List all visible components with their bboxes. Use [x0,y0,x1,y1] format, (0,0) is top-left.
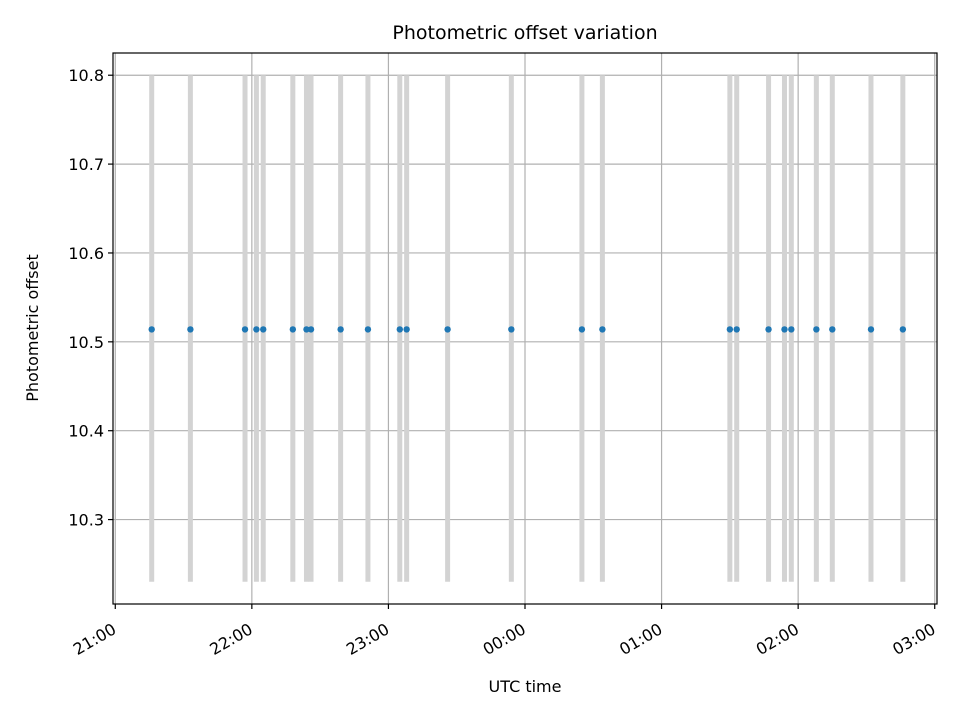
data-point [508,326,515,333]
data-point [260,326,267,333]
x-tick-label: 21:00 [70,619,119,659]
x-tick-label: 03:00 [889,619,938,659]
y-tick-label: 10.7 [68,155,104,174]
y-tick-label: 10.6 [68,244,104,263]
data-point [829,326,836,333]
data-point [781,326,788,333]
data-point [788,326,795,333]
data-point [899,326,907,333]
data-point [307,326,315,333]
data-point [444,326,451,333]
x-tick-label: 02:00 [753,619,802,659]
data-point [289,326,297,333]
data-point [813,326,820,333]
data-point [733,326,740,333]
grid [113,53,937,604]
x-tick-label: 01:00 [616,619,665,659]
data-point [867,326,875,333]
x-tick-label: 00:00 [480,619,529,659]
data-point [726,326,734,333]
y-tick-label: 10.8 [68,66,104,85]
data-point [241,326,249,333]
y-axis-ticks: 10.3 10.4 10.5 10.6 10.7 10.8 [68,66,113,530]
data-point [765,326,772,333]
data-point [403,326,410,333]
data-point [187,326,194,333]
data-point [578,326,586,333]
data-point [599,326,606,333]
y-tick-label: 10.5 [68,333,104,352]
data-point [148,326,155,333]
data-points [148,326,907,333]
y-tick-label: 10.3 [68,511,104,530]
x-axis-label: UTC time [489,677,562,696]
data-point [396,326,404,333]
data-point [364,326,372,333]
x-tick-label: 22:00 [206,619,255,659]
data-point [253,326,260,333]
y-tick-label: 10.4 [68,422,104,441]
x-axis-ticks: 21:00 22:00 23:00 00:00 01:00 02:00 03:00 [70,604,939,659]
data-point [303,326,310,333]
y-axis-label: Photometric offset [23,254,42,402]
chart-title: Photometric offset variation [392,22,657,44]
data-point [337,326,344,333]
x-tick-label: 23:00 [343,619,392,659]
